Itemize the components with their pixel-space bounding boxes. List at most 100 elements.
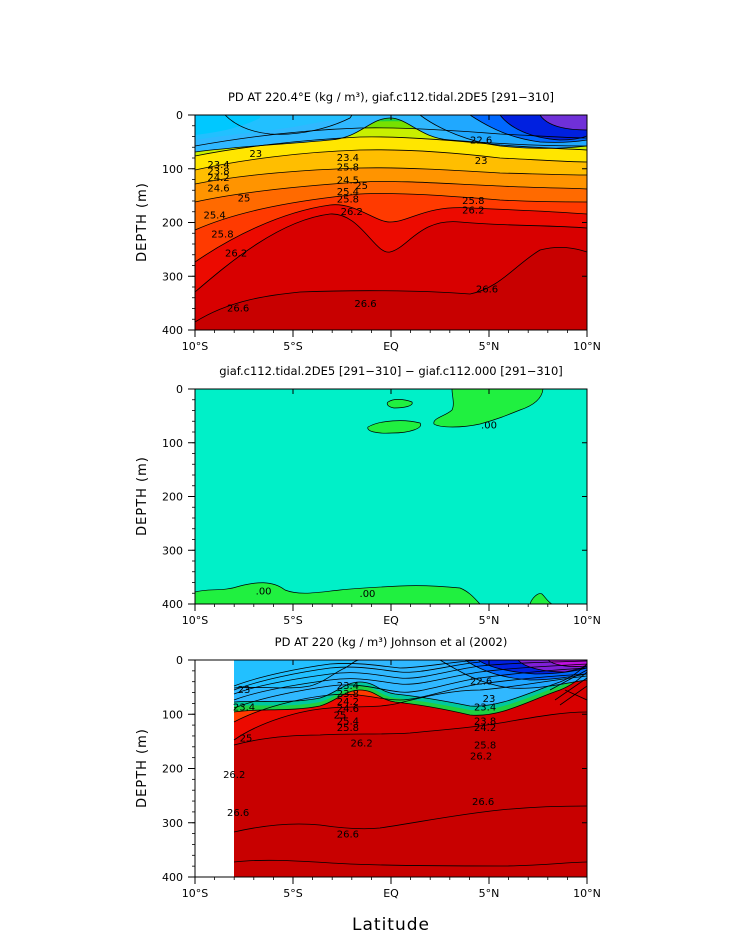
contour-label: 26.6: [337, 830, 359, 841]
contour-26-2: [233, 675, 587, 741]
x-tick-label: 5°N: [479, 887, 500, 900]
panel-2-ylabel: DEPTH (m): [135, 456, 150, 536]
contour-label: 23.4: [207, 160, 229, 171]
contour-label: 23.8: [474, 716, 496, 727]
y-tick-label: 300: [162, 270, 183, 283]
contour-label: 25.4: [337, 716, 359, 727]
contour-label: 26.2: [225, 249, 247, 260]
panel-3-ylabel: DEPTH (m): [135, 728, 150, 808]
contour-24-6: [233, 660, 587, 695]
contour-22-2: [469, 115, 587, 143]
contour-label: 26.6: [354, 299, 376, 310]
contour-label: 23: [483, 694, 496, 705]
contour-label: 24.2: [474, 723, 496, 734]
contour-25-4: [195, 193, 587, 231]
fill-surface-g: [540, 115, 587, 130]
x-axis-label: Latitude: [352, 915, 430, 935]
x-tick-label: EQ: [383, 614, 399, 627]
contour-26-6-upper: [195, 246, 587, 323]
panel-3-contour-labels: 2323.42526.226.626.623.423.824.224.62525…: [223, 677, 496, 841]
contour-label: 25: [355, 181, 368, 192]
positive-region-5: [529, 593, 553, 604]
x-tick-label: 10°S: [182, 887, 208, 900]
contour-label: 22.6: [470, 135, 492, 146]
x-tick-label: 5°S: [283, 887, 302, 900]
contour-label: 22.6: [470, 677, 492, 688]
contour-label: 23.4: [474, 703, 496, 714]
contour-label: 23.8: [337, 689, 359, 700]
contour-label: 25.4: [203, 211, 225, 222]
y-tick-label: 100: [162, 437, 183, 450]
y-tick-label: 200: [162, 217, 183, 230]
contour-22-6-right: [439, 660, 587, 689]
panel-1-contours: [195, 115, 587, 323]
x-tick-label: 5°N: [479, 340, 500, 353]
x-tick-label: 5°S: [283, 614, 302, 627]
fill-surface-c: [195, 115, 260, 135]
contour-25-8: [195, 204, 587, 263]
contour-label: 25.8: [462, 196, 484, 207]
contour-23-8: [233, 660, 481, 687]
contour-22-6-left: [224, 115, 353, 135]
contour-23-4: [195, 127, 587, 147]
y-tick-label: 300: [162, 817, 183, 830]
contour-21-8: [477, 660, 587, 675]
panel-2-contour-labels: .00 .00 .00: [256, 421, 497, 600]
panel-3-ticks: 10°S 5°S EQ 5°N 10°N 0 100 200 300 400: [162, 654, 601, 900]
contour-label: 25.8: [337, 723, 359, 734]
panel-1-title: PD AT 220.4°E (kg / m³), giaf.c112.tidal…: [228, 90, 554, 104]
contour-label: 25.8: [337, 194, 359, 205]
y-tick-label: 400: [162, 324, 183, 337]
panel-2-fill: [195, 389, 553, 604]
x-tick-label: 10°N: [573, 887, 601, 900]
contour-label: .00: [360, 589, 376, 600]
panel-3-contours: [233, 660, 587, 867]
y-tick-label: 200: [162, 491, 183, 504]
contour-label: 23.4: [233, 703, 255, 714]
contour-21-4: [539, 115, 587, 131]
y-tick-label: 0: [176, 383, 183, 396]
contour-label: 26.6: [472, 797, 494, 808]
contour-label: 23.4: [337, 153, 359, 164]
contour-25-4: [233, 667, 587, 709]
contour-label: 23: [249, 149, 262, 160]
contour-label: 26.2: [470, 752, 492, 763]
panel-1-ylabel: DEPTH (m): [135, 182, 150, 262]
contour-label: 26.6: [227, 808, 249, 819]
contour-25: [195, 181, 587, 203]
x-tick-label: 5°S: [283, 340, 302, 353]
positive-region-2: [367, 420, 422, 434]
contour-crowding-northeast: [549, 669, 587, 706]
contour-label: 24.5: [337, 176, 359, 187]
x-tick-label: 10°N: [573, 340, 601, 353]
x-tick-label: EQ: [383, 887, 399, 900]
contour-26-2: [195, 213, 587, 293]
panel-3: 2323.42526.226.626.623.423.824.224.62525…: [135, 635, 601, 900]
contour-23: [233, 663, 587, 707]
contour-label: 23.4: [337, 681, 359, 692]
contour-22-6-right: [419, 115, 587, 149]
contour-label: 26.2: [350, 739, 372, 750]
x-tick-label: 10°S: [182, 340, 208, 353]
contour-label: 26.6: [227, 304, 249, 315]
contour-label: 24.6: [207, 184, 229, 195]
contour-label: 26.2: [462, 206, 484, 217]
positive-region-1: [386, 399, 413, 409]
contour-26-6-a: [233, 711, 587, 746]
contour-label: .00: [256, 587, 272, 598]
contour-21: [547, 660, 587, 667]
x-tick-label: 5°N: [479, 614, 500, 627]
panel-1-ticks: 10°S 5°S EQ 5°N 10°N 0 100 200 300 400: [162, 109, 601, 353]
contour-label: 25.8: [211, 229, 233, 240]
contour-label: 23.8: [207, 166, 229, 177]
contour-23: [195, 117, 587, 153]
y-tick-label: 400: [162, 871, 183, 884]
y-tick-label: 300: [162, 544, 183, 557]
contour-24-2: [195, 149, 587, 171]
contour-label: .00: [481, 421, 497, 432]
x-tick-label: 10°N: [573, 614, 601, 627]
contour-label: 25: [238, 193, 251, 204]
